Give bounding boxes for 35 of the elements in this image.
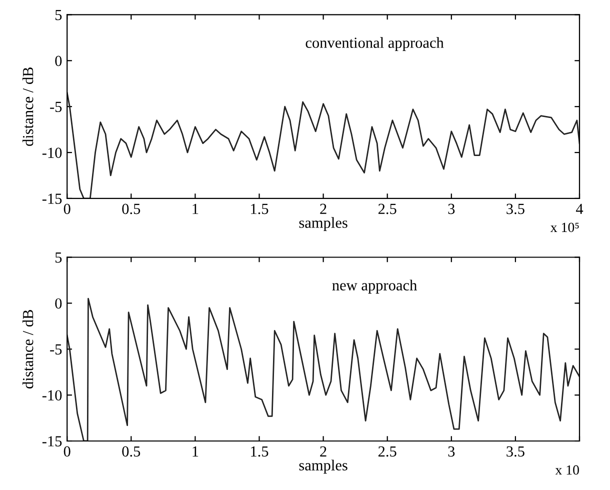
y-tick-label: 5 [55, 252, 62, 263]
x-tick-label: 3.5 [506, 446, 524, 457]
annotation: new approach [332, 280, 417, 294]
y-tick-label: -5 [50, 102, 62, 112]
x-axis-title: samples [299, 460, 348, 474]
x-tick-label: 0 [64, 204, 70, 214]
x-tick-label: 1 [192, 446, 198, 456]
y-axis-title: distance / dB [22, 310, 34, 388]
x-axis-title: samples [299, 217, 348, 232]
x-tick-label: 2 [320, 446, 326, 456]
y-tick-label: 0 [55, 298, 62, 309]
annotation: conventional approach [306, 37, 444, 52]
text: x 10 [555, 465, 579, 475]
x-tick-label: 1.5 [251, 446, 268, 457]
x-tick-label: 1.5 [251, 204, 268, 214]
x-tick-label: 2.5 [378, 204, 396, 214]
x-tick-label: 0.5 [122, 204, 140, 214]
x-tick-label: 3.5 [506, 204, 524, 214]
x-tick-label: 0.5 [122, 446, 140, 457]
x-tick-label: 2 [320, 204, 326, 214]
x-tick-label: 4 [576, 204, 584, 214]
y-tick-label: 0 [55, 56, 62, 66]
x-tick-label: 2.5 [378, 446, 396, 457]
x-tick-label: 3 [448, 204, 455, 214]
text: x 10⁵ [550, 222, 579, 232]
x-tick-label: 0 [64, 446, 70, 457]
x-tick-label: 3 [448, 446, 455, 457]
y-tick-label: -10 [42, 390, 62, 401]
x-tick-label: 1 [192, 204, 198, 214]
y-tick-label: 5 [55, 10, 62, 20]
y-tick-label: -5 [50, 344, 62, 355]
y-tick-label: -10 [42, 148, 62, 158]
y-tick-label: -15 [42, 194, 62, 204]
y-tick-label: -15 [42, 436, 62, 446]
y-axis-title: distance / dB [22, 67, 34, 146]
